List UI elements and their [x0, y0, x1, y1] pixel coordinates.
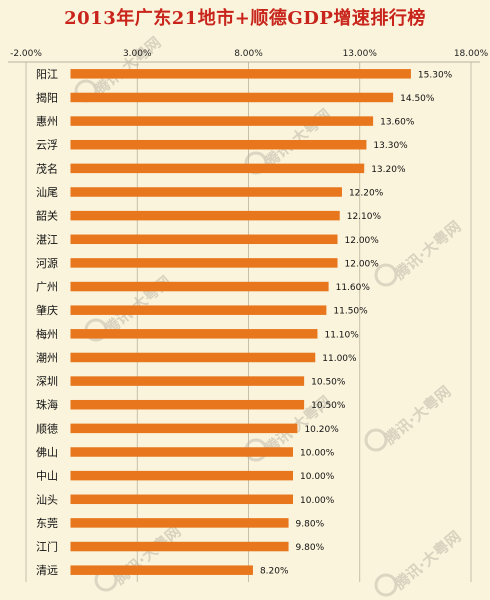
- data-label: 13.20%: [371, 165, 406, 175]
- category-label: 东莞: [36, 517, 58, 530]
- category-label: 清远: [36, 564, 58, 577]
- category-label: 佛山: [36, 446, 58, 459]
- svg-text:腾讯·大粤网: 腾讯·大粤网: [90, 33, 164, 99]
- data-label: 14.50%: [400, 94, 435, 104]
- data-label: 10.20%: [304, 425, 339, 435]
- watermark-icon: 腾讯·大粤网: [374, 527, 464, 597]
- category-label: 湛江: [36, 233, 58, 246]
- data-label: 11.10%: [324, 330, 359, 340]
- watermark-icon: 腾讯·大粤网: [364, 382, 454, 452]
- svg-text:腾讯·大粤网: 腾讯·大粤网: [260, 105, 334, 171]
- bar: [70, 163, 365, 174]
- watermark-icon: 腾讯·大粤网: [74, 33, 164, 103]
- bar: [70, 376, 305, 386]
- bar: [70, 470, 293, 481]
- category-label: 肇庆: [36, 303, 58, 317]
- x-tick-label: -2.00%: [10, 49, 42, 59]
- data-label: 13.60%: [380, 118, 415, 128]
- data-label: 10.00%: [300, 496, 335, 506]
- category-label: 潮州: [36, 350, 58, 364]
- bar: [70, 423, 298, 434]
- svg-text:腾讯·大粤网: 腾讯·大粤网: [380, 382, 454, 448]
- data-label: 11.50%: [333, 307, 368, 317]
- bar: [70, 494, 293, 505]
- category-label: 阳江: [36, 68, 58, 81]
- bar: [70, 305, 327, 315]
- data-label: 11.00%: [322, 354, 357, 364]
- category-label: 茂名: [36, 161, 58, 175]
- data-label: 9.80%: [296, 519, 325, 529]
- bar: [70, 92, 394, 103]
- bar: [70, 352, 316, 363]
- category-label: 惠州: [36, 114, 58, 128]
- bar: [70, 116, 374, 126]
- data-label: 15.30%: [418, 70, 453, 80]
- category-label: 广州: [36, 281, 58, 294]
- category-label: 韶关: [36, 209, 58, 223]
- category-label: 汕尾: [36, 186, 58, 199]
- svg-text:腾讯·大粤网: 腾讯·大粤网: [390, 527, 464, 593]
- category-label: 深圳: [36, 375, 58, 388]
- bar: [70, 447, 293, 457]
- bar: [70, 258, 338, 268]
- data-label: 9.80%: [296, 543, 325, 553]
- x-tick-label: 18.00%: [454, 49, 489, 59]
- data-label: 13.30%: [373, 141, 408, 151]
- data-label: 12.00%: [345, 259, 380, 269]
- bar: [70, 210, 340, 221]
- watermark-icon: 腾讯·大粤网: [244, 105, 334, 175]
- data-label: 11.60%: [336, 283, 371, 293]
- category-label: 顺德: [36, 421, 58, 435]
- category-label: 河源: [36, 256, 58, 270]
- data-label: 10.00%: [300, 449, 335, 459]
- category-label: 江门: [36, 540, 58, 554]
- data-label: 12.20%: [349, 189, 384, 199]
- category-label: 中山: [36, 470, 58, 483]
- bar: [70, 399, 305, 410]
- bar: [70, 565, 253, 575]
- svg-text:腾讯·大粤网: 腾讯·大粤网: [390, 217, 464, 283]
- category-label: 汕头: [36, 493, 58, 506]
- label-layer: 阳江 15.30% 揭阳 14.50% 惠州 13.60% 云浮 13.30% 茂名 13.20%…: [36, 68, 453, 577]
- category-label: 梅州: [36, 327, 58, 341]
- data-label: 10.00%: [300, 472, 335, 482]
- category-label: 云浮: [36, 139, 58, 152]
- x-tick-label: 13.00%: [343, 49, 378, 59]
- bar: [70, 518, 289, 528]
- data-label: 8.20%: [260, 567, 289, 577]
- x-tick-label: 3.00%: [123, 49, 152, 59]
- chart-title: 2013年广东21地市+顺德GDP增速排行榜: [64, 8, 426, 29]
- bar: [70, 234, 338, 245]
- watermark-icon: 腾讯·大粤网: [94, 522, 184, 592]
- category-label: 珠海: [36, 398, 58, 412]
- data-label: 10.50%: [311, 378, 346, 388]
- bar: [70, 187, 342, 197]
- category-label: 揭阳: [36, 90, 58, 104]
- data-label: 12.00%: [345, 236, 380, 246]
- data-label: 12.10%: [347, 212, 382, 222]
- bar: [70, 281, 329, 292]
- data-label: 10.50%: [311, 401, 346, 411]
- svg-text:腾讯·大粤网: 腾讯·大粤网: [110, 522, 184, 588]
- bar: [70, 139, 367, 150]
- bar: [70, 541, 289, 552]
- bar: [70, 69, 411, 79]
- bar-layer: [70, 69, 411, 575]
- x-tick-label: 8.00%: [234, 49, 263, 59]
- bar: [70, 329, 318, 339]
- watermark-icon: 腾讯·大粤网: [374, 217, 464, 287]
